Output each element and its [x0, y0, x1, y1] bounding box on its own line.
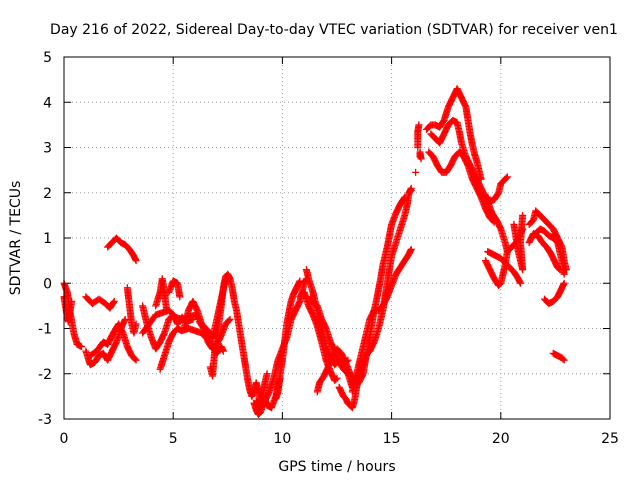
- y-tick-label: -2: [38, 367, 52, 383]
- data-point: [516, 279, 524, 287]
- x-tick-label: 5: [169, 431, 178, 447]
- y-tick-label: 3: [43, 141, 52, 157]
- data-point: [132, 356, 140, 364]
- y-tick-label: 5: [43, 50, 52, 66]
- data-point: [407, 184, 415, 192]
- data-point: [263, 370, 271, 378]
- data-point: [219, 347, 227, 355]
- x-tick-label: 10: [273, 431, 291, 447]
- data-point: [502, 174, 510, 182]
- data-points: [60, 85, 570, 418]
- data-point: [68, 297, 76, 305]
- data-point: [489, 217, 497, 225]
- data-point: [417, 155, 425, 163]
- data-point: [110, 298, 118, 306]
- data-point: [559, 355, 567, 363]
- data-point: [225, 317, 233, 325]
- data-point: [226, 315, 234, 323]
- data-point: [121, 315, 129, 323]
- data-point: [560, 270, 568, 278]
- data-point: [490, 218, 498, 226]
- x-tick-label: 25: [601, 431, 619, 447]
- data-point: [401, 193, 409, 201]
- data-point: [400, 194, 408, 202]
- data-point: [132, 320, 140, 328]
- data-point: [132, 257, 140, 265]
- data-point: [560, 356, 568, 364]
- plot-frame: [63, 56, 611, 420]
- data-point: [519, 211, 527, 219]
- data-point: [555, 265, 563, 273]
- data-point: [412, 168, 420, 176]
- data-point: [296, 277, 304, 285]
- data-point: [560, 279, 568, 287]
- x-tick-label: 0: [60, 431, 69, 447]
- y-axis-label: SDTVAR / TECUs: [8, 181, 24, 296]
- data-point: [110, 297, 118, 305]
- data-point: [163, 306, 171, 314]
- x-tick-label: 20: [492, 431, 510, 447]
- y-tick-label: -1: [38, 322, 52, 338]
- data-point: [415, 121, 423, 129]
- y-tick-label: 0: [43, 276, 52, 292]
- data-point: [176, 293, 184, 301]
- chart-title: Day 216 of 2022, Sidereal Day-to-day VTE…: [50, 22, 618, 38]
- data-point: [407, 245, 415, 253]
- data-point: [332, 375, 340, 383]
- y-tick-label: 1: [43, 231, 52, 247]
- x-tick-label: 15: [383, 431, 401, 447]
- x-axis-label: GPS time / hours: [278, 459, 395, 475]
- data-point: [77, 343, 85, 351]
- data-point: [131, 355, 139, 363]
- data-point: [556, 266, 564, 274]
- y-tick-label: -3: [38, 412, 52, 428]
- y-tick-label: 4: [43, 95, 52, 111]
- axes-ticks: 0 5 10 15 20 25 -3 -2 -1 0 1 2 3 4 5: [38, 50, 619, 447]
- data-point: [503, 173, 511, 181]
- y-tick-label: 2: [43, 186, 52, 202]
- data-point: [333, 374, 341, 382]
